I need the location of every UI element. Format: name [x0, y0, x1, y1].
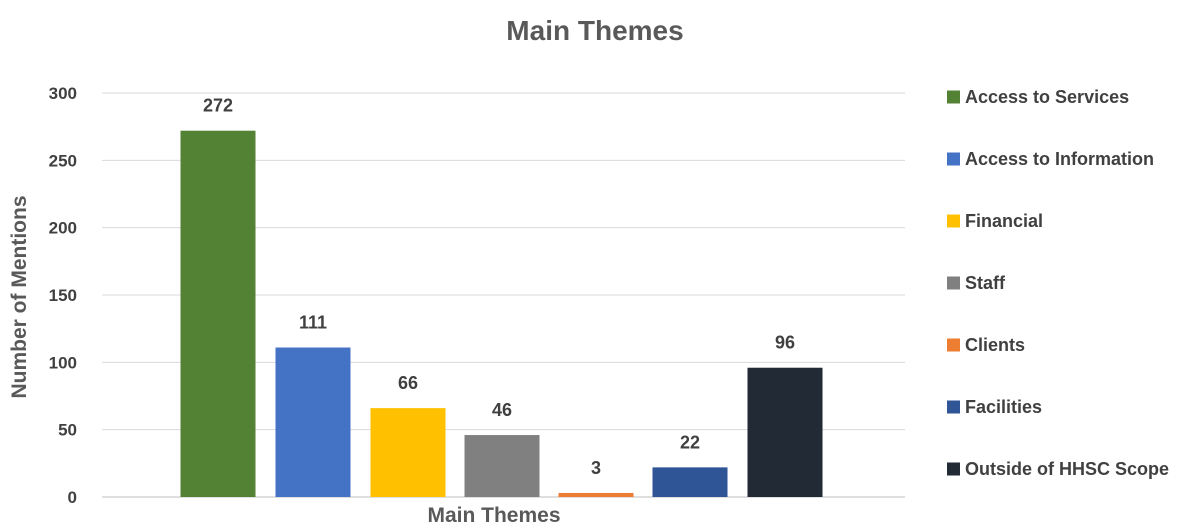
y-tick-label: 300 [49, 84, 77, 103]
data-label: 96 [775, 333, 795, 353]
bar [747, 367, 823, 497]
data-label: 272 [203, 96, 233, 116]
data-label: 3 [591, 458, 601, 478]
data-label: 111 [299, 313, 327, 333]
bar [652, 467, 728, 497]
y-tick-label: 50 [58, 421, 77, 440]
legend-label: Access to Information [965, 149, 1154, 169]
y-axis-title: Number of Mentions [8, 196, 31, 399]
legend-swatch [947, 214, 960, 228]
chart-title: Main Themes [506, 15, 683, 46]
legend-label: Access to Services [965, 87, 1129, 107]
legend-swatch [947, 338, 960, 352]
legend-swatch [947, 90, 960, 104]
bars [180, 130, 823, 497]
x-axis-title: Main Themes [427, 504, 560, 525]
y-tick-label: 0 [68, 488, 77, 507]
legend-swatch [947, 400, 960, 414]
data-label: 22 [680, 432, 700, 452]
y-tick-label: 150 [49, 286, 77, 305]
legend-swatch [947, 276, 960, 290]
legend: Access to Services Access to Information F… [947, 87, 1169, 479]
legend-label: Facilities [965, 397, 1042, 417]
bar [464, 435, 540, 497]
data-label: 66 [398, 373, 418, 393]
y-tick-label: 100 [49, 353, 77, 372]
bar [370, 408, 446, 497]
y-tick-label: 200 [49, 219, 77, 238]
bar [275, 347, 351, 497]
bar [180, 130, 256, 497]
legend-label: Staff [965, 273, 1006, 293]
data-labels: 272 111 66 46 3 22 96 [203, 96, 795, 478]
legend-label: Clients [965, 335, 1025, 355]
legend-swatch [947, 152, 960, 166]
data-label: 46 [492, 400, 512, 420]
y-axis-ticks: 0 50 100 150 200 250 300 [49, 84, 77, 507]
legend-label: Financial [965, 211, 1043, 231]
legend-swatch [947, 462, 960, 476]
y-tick-label: 250 [49, 151, 77, 170]
legend-label: Outside of HHSC Scope [965, 459, 1169, 479]
bar [558, 492, 634, 497]
